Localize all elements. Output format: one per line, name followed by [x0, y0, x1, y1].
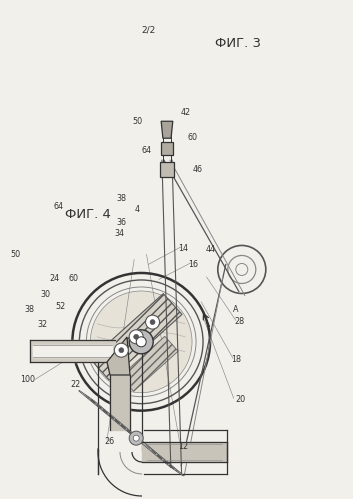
Text: 60: 60 [68, 274, 78, 283]
Circle shape [129, 330, 153, 354]
Polygon shape [30, 340, 115, 362]
Text: 44: 44 [206, 245, 216, 254]
Circle shape [134, 334, 139, 339]
Text: 100: 100 [20, 375, 35, 384]
Text: 60: 60 [187, 133, 197, 142]
Polygon shape [142, 442, 227, 462]
Circle shape [145, 315, 160, 329]
Polygon shape [110, 375, 130, 430]
Polygon shape [90, 293, 182, 380]
Text: 64: 64 [53, 202, 63, 211]
Circle shape [133, 435, 139, 441]
Circle shape [114, 343, 128, 357]
Circle shape [119, 348, 124, 353]
Polygon shape [33, 345, 112, 357]
Polygon shape [161, 121, 173, 138]
Text: 42: 42 [180, 108, 190, 117]
Circle shape [129, 330, 143, 344]
Text: ФИГ. 4: ФИГ. 4 [65, 208, 111, 221]
Text: 22: 22 [71, 380, 81, 389]
Text: 20: 20 [235, 395, 245, 404]
Circle shape [136, 337, 146, 347]
Text: 28: 28 [234, 317, 244, 326]
Text: 4: 4 [134, 205, 139, 214]
FancyBboxPatch shape [160, 162, 174, 177]
Text: 26: 26 [104, 437, 114, 446]
Text: 38: 38 [24, 305, 34, 314]
Polygon shape [107, 337, 130, 375]
FancyBboxPatch shape [161, 142, 173, 155]
Text: 30: 30 [41, 290, 51, 299]
Text: 12: 12 [179, 442, 189, 451]
Text: 24: 24 [50, 274, 60, 283]
Text: 64: 64 [142, 146, 151, 155]
Text: 34: 34 [114, 229, 124, 238]
Text: 2/2: 2/2 [141, 25, 155, 34]
Circle shape [90, 291, 192, 393]
Text: 18: 18 [232, 355, 241, 364]
Text: 16: 16 [189, 260, 198, 269]
Text: 52: 52 [55, 302, 65, 311]
Text: 14: 14 [179, 244, 189, 253]
Circle shape [150, 319, 155, 324]
Text: 38: 38 [117, 194, 127, 203]
Text: A: A [233, 305, 239, 314]
Circle shape [129, 431, 143, 445]
Text: 50: 50 [133, 117, 143, 126]
Text: 32: 32 [37, 320, 47, 329]
Text: 46: 46 [193, 165, 203, 174]
Polygon shape [120, 336, 178, 391]
Text: 50: 50 [11, 250, 21, 259]
Polygon shape [79, 391, 184, 476]
Text: 36: 36 [117, 218, 127, 227]
Text: ФИГ. 3: ФИГ. 3 [215, 37, 261, 50]
